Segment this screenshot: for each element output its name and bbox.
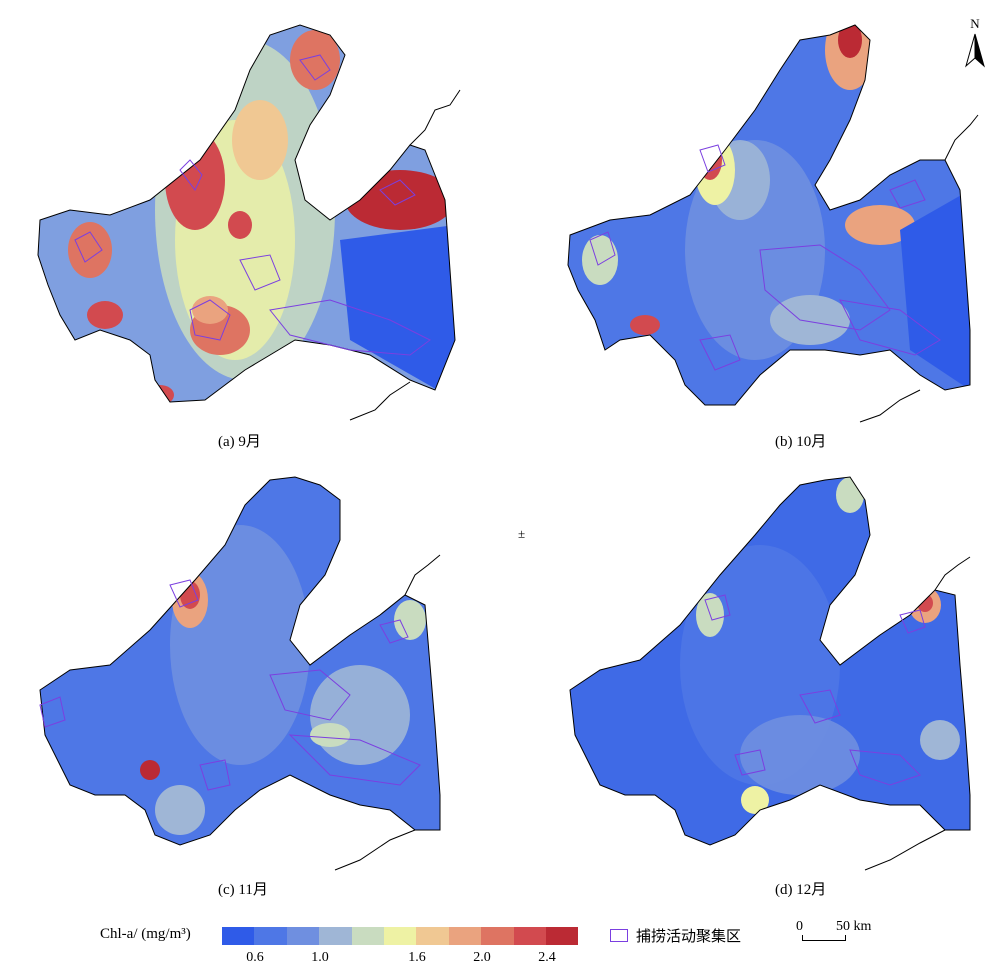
chl-map-d bbox=[569, 476, 971, 871]
legend-tick-4: 2.4 bbox=[538, 950, 556, 965]
legend-color-3 bbox=[319, 927, 352, 945]
map-panel-d bbox=[560, 465, 980, 875]
legend-color-6 bbox=[416, 927, 449, 945]
legend-color-9 bbox=[513, 927, 546, 945]
chl-map-c bbox=[39, 476, 441, 871]
legend-color-1 bbox=[254, 927, 287, 945]
legend-tick-0: 0.6 bbox=[246, 950, 264, 965]
legend-tick-2: 1.6 bbox=[408, 950, 426, 965]
scale-bar-start: 0 bbox=[796, 919, 803, 934]
legend-title: Chl-a/ (mg/m³) bbox=[100, 926, 191, 942]
legend-color-0 bbox=[222, 927, 255, 945]
legend-color-bar bbox=[222, 927, 579, 945]
caption-d: (d) 12月 bbox=[775, 882, 827, 898]
legend-color-2 bbox=[286, 927, 320, 945]
scale-bar bbox=[802, 935, 846, 941]
scale-bar-end: 50 km bbox=[836, 919, 872, 934]
caption-a: (a) 9月 bbox=[218, 434, 261, 450]
legend-color-8 bbox=[481, 927, 514, 945]
map-panel-b bbox=[560, 10, 980, 430]
legend-color-4 bbox=[351, 927, 384, 945]
map-panel-c bbox=[30, 465, 450, 875]
legend-tick-3: 2.0 bbox=[473, 950, 491, 965]
caption-b: (b) 10月 bbox=[775, 434, 827, 450]
fishing-area-swatch bbox=[610, 929, 628, 942]
chl-map-a bbox=[37, 24, 461, 421]
legend-color-7 bbox=[448, 927, 482, 945]
north-arrow-icon bbox=[965, 33, 985, 68]
north-label: N bbox=[970, 16, 980, 31]
north-arrow: N bbox=[962, 16, 988, 72]
chl-map-b bbox=[567, 24, 979, 423]
caption-c: (c) 11月 bbox=[218, 882, 268, 898]
fishing-area-label: 捕捞活动聚集区 bbox=[636, 929, 742, 945]
legend-color-5 bbox=[383, 927, 417, 945]
legend-color-10 bbox=[545, 927, 579, 945]
legend-tick-1: 1.0 bbox=[311, 950, 329, 965]
legend: Chl-a/ (mg/m³) 0.6 1.0 1.6 2.0 2.4 捕捞活动聚… bbox=[0, 918, 1000, 967]
map-panel-a bbox=[30, 10, 470, 430]
center-mark: ± bbox=[518, 526, 526, 541]
